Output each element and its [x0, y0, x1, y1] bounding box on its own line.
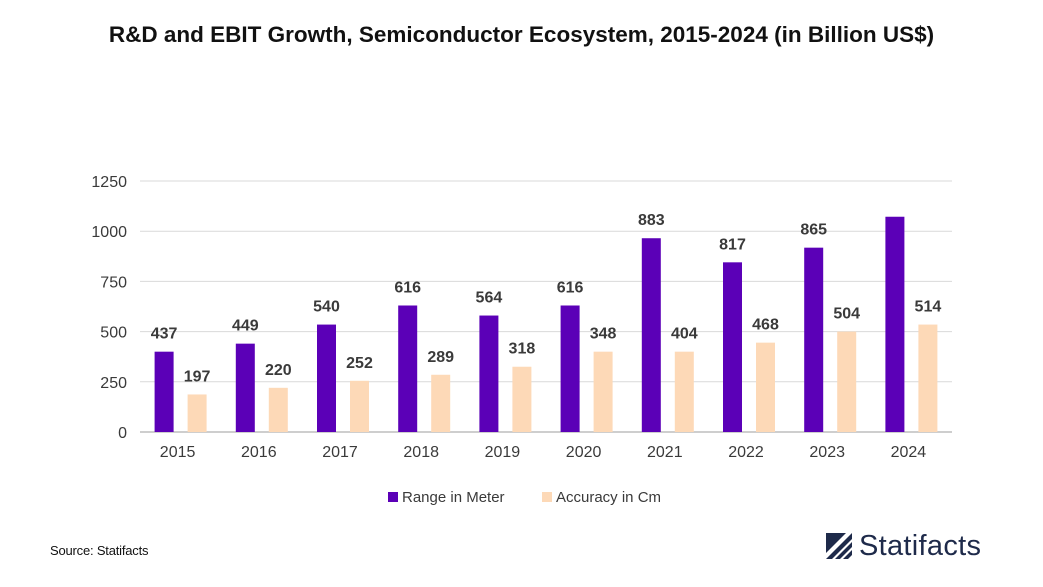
bar-range-in-meter — [398, 305, 418, 432]
bar-accuracy-in-cm — [350, 380, 369, 432]
bar-accuracy-in-cm — [268, 387, 288, 432]
data-label: 616 — [557, 279, 584, 296]
data-label: 504 — [833, 306, 860, 323]
bar-range-in-meter — [317, 324, 336, 432]
bar-accuracy-in-cm — [512, 366, 532, 432]
legend: Range in Meter Accuracy in Cm — [388, 489, 661, 506]
x-tick-label: 2018 — [403, 444, 439, 461]
x-tick-label: 2015 — [160, 444, 196, 461]
y-tick-label: 1250 — [91, 174, 127, 191]
bar-accuracy-in-cm — [837, 331, 857, 432]
data-labels: 437 197 449 220 540 252 616 289 564 318 616 348 883 4… — [151, 212, 942, 385]
bar-chart: 0 250 500 750 1000 1250 437 197 449 220 540 252 616… — [91, 174, 952, 506]
bar-range-in-meter — [885, 216, 905, 432]
data-label: 883 — [638, 212, 665, 229]
legend-label: Accuracy in Cm — [556, 489, 661, 506]
y-axis-ticks: 0 250 500 750 1000 1250 — [91, 174, 127, 442]
data-label: 318 — [509, 341, 536, 358]
data-label: 616 — [394, 279, 421, 296]
bar-accuracy-in-cm — [187, 394, 207, 432]
bar-accuracy-in-cm — [674, 351, 694, 432]
chart-title: R&D and EBIT Growth, Semiconductor Ecosy… — [108, 22, 935, 47]
bar-range-in-meter — [235, 343, 255, 432]
data-label: 437 — [151, 326, 178, 343]
bars — [154, 216, 938, 432]
y-tick-label: 250 — [100, 375, 127, 392]
data-label: 449 — [232, 318, 259, 335]
gridlines — [140, 180, 952, 433]
y-tick-label: 0 — [118, 425, 127, 442]
x-tick-label: 2021 — [647, 444, 683, 461]
bar-range-in-meter — [560, 305, 580, 432]
data-label: 252 — [346, 355, 373, 372]
data-label: 865 — [800, 222, 827, 239]
statifacts-logo-icon — [826, 533, 852, 559]
bar-accuracy-in-cm — [593, 351, 613, 432]
bar-range-in-meter — [641, 238, 661, 432]
bar-accuracy-in-cm — [756, 342, 775, 432]
data-label: 817 — [719, 236, 746, 253]
y-tick-label: 500 — [100, 325, 127, 342]
legend-label: Range in Meter — [402, 489, 505, 506]
bar-range-in-meter — [479, 315, 499, 432]
data-label: 468 — [752, 317, 779, 334]
y-tick-label: 750 — [100, 274, 127, 291]
x-tick-label: 2022 — [728, 444, 764, 461]
data-label: 289 — [427, 349, 454, 366]
x-tick-label: 2023 — [809, 444, 845, 461]
brand-logo: Statifacts — [824, 528, 981, 564]
legend-swatch — [388, 492, 398, 502]
legend-swatch — [542, 492, 552, 502]
x-tick-label: 2024 — [891, 444, 927, 461]
x-tick-label: 2019 — [485, 444, 521, 461]
x-tick-label: 2020 — [566, 444, 602, 461]
x-tick-label: 2016 — [241, 444, 277, 461]
bar-range-in-meter — [804, 247, 824, 432]
data-label: 540 — [313, 299, 340, 316]
bar-range-in-meter — [723, 262, 742, 432]
data-label: 564 — [476, 290, 503, 307]
data-label: 348 — [590, 326, 617, 343]
bar-accuracy-in-cm — [431, 374, 451, 432]
bar-range-in-meter — [154, 351, 174, 432]
data-label: 197 — [184, 368, 211, 385]
data-label: 404 — [671, 326, 698, 343]
data-label: 220 — [265, 362, 292, 379]
legend-item-accuracy-in-cm: Accuracy in Cm — [542, 489, 661, 506]
data-label: 514 — [915, 299, 942, 316]
brand-name: Statifacts — [859, 529, 982, 562]
bar-accuracy-in-cm — [918, 324, 938, 432]
legend-item-range-in-meter: Range in Meter — [388, 489, 505, 506]
source-note: Source: Statifacts — [50, 543, 149, 558]
x-axis-ticks: 2015 2016 2017 2018 2019 2020 2021 2022 2023 2024 — [160, 444, 926, 461]
y-tick-label: 1000 — [91, 224, 127, 241]
x-tick-label: 2017 — [322, 444, 358, 461]
